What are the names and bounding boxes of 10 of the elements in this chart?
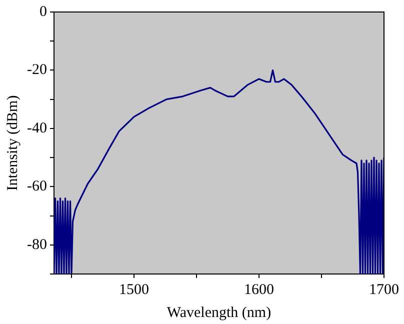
y-tick-label: -40 [26, 120, 47, 136]
y-tick-label: -60 [26, 178, 47, 195]
x-axis-title: Wavelength (nm) [166, 304, 272, 321]
x-tick-label: 1700 [369, 282, 399, 298]
y-tick-label: -80 [26, 236, 47, 253]
x-tick-label: 1600 [244, 282, 274, 298]
x-tick-label: 1500 [118, 282, 149, 298]
y-tick-label: -20 [26, 62, 47, 78]
y-tick-label: 0 [39, 4, 47, 20]
y-axis-title: Intensity (dBm) [4, 95, 21, 191]
